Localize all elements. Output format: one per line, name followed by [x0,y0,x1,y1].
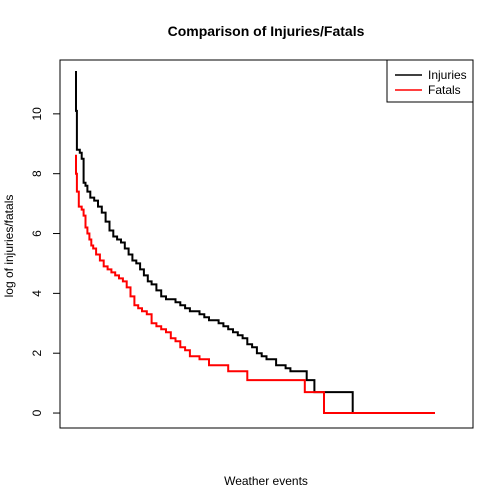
y-tick-label: 8 [30,170,44,177]
y-tick-label: 10 [30,107,44,121]
legend-box [386,59,474,103]
legend-label-injuries: Injuries [428,68,467,82]
series-lines [75,71,435,414]
y-tick-label: 6 [30,230,44,237]
plot-frame [59,59,474,429]
x-axis-label: Weather events [224,474,308,488]
legend-label-fatals: Fatals [428,83,461,97]
y-tick-label: 2 [30,350,44,357]
y-tick-label: 4 [30,290,44,297]
chart-title: Comparison of Injuries/Fatals [168,23,365,39]
y-axis-label: log of injuries/fatals [2,195,16,298]
series-line-fatals [75,154,435,414]
y-tick-label: 0 [30,409,44,416]
legend: Injuries Fatals [386,59,474,103]
series-line-injuries [75,71,422,414]
